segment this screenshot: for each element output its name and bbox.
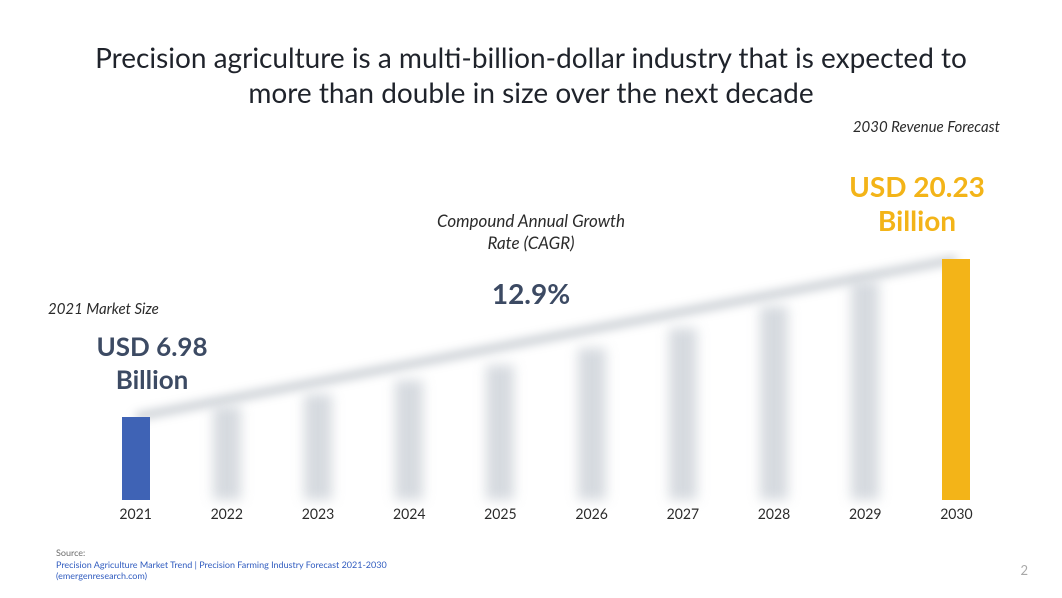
x-axis-label: 2025 [455,505,546,522]
source-citation: Source: Precision Agriculture Market Tre… [56,547,426,582]
bar [486,365,514,500]
bar [851,281,879,500]
slide-title: Precision agriculture is a multi-billion… [72,40,990,110]
source-label: Source: [56,547,85,558]
x-axis-label: 2021 [90,505,181,522]
bar-slot: 2026 [546,348,637,500]
x-axis-label: 2024 [364,505,455,522]
bar-slot: 2028 [728,306,819,500]
bar [122,417,150,500]
x-axis-label: 2030 [911,505,1002,522]
slide: { "title": "Precision agriculture is a m… [0,0,1062,598]
forecast-label: 2030 Revenue Forecast [853,118,1000,136]
page-number: 2 [1020,562,1028,578]
x-axis-label: 2027 [637,505,728,522]
x-axis-label: 2022 [181,505,272,522]
x-axis-label: 2028 [728,505,819,522]
bar [578,348,606,500]
source-link[interactable]: Precision Agriculture Market Trend | Pre… [56,559,387,582]
bar [213,406,241,500]
bar [304,394,332,500]
x-axis-label: 2026 [546,505,637,522]
x-axis-label: 2029 [820,505,911,522]
bar-slot: 2023 [272,394,363,500]
bar-slot: 2024 [364,380,455,500]
forecast-value: USD 20.23 Billion [822,170,1012,237]
bar-slot: 2030 [911,259,1002,500]
bar [760,306,788,500]
bar-slot: 2029 [820,281,911,500]
bar [669,328,697,500]
bar [395,380,423,500]
bar-slot: 2022 [181,406,272,500]
bar-slot: 2025 [455,365,546,500]
bar-slot: 2021 [90,417,181,500]
bar-chart: 2021202220232024202520262027202820292030 [90,250,1002,520]
bar-slot: 2027 [637,328,728,500]
bar [942,259,970,500]
x-axis-label: 2023 [272,505,363,522]
